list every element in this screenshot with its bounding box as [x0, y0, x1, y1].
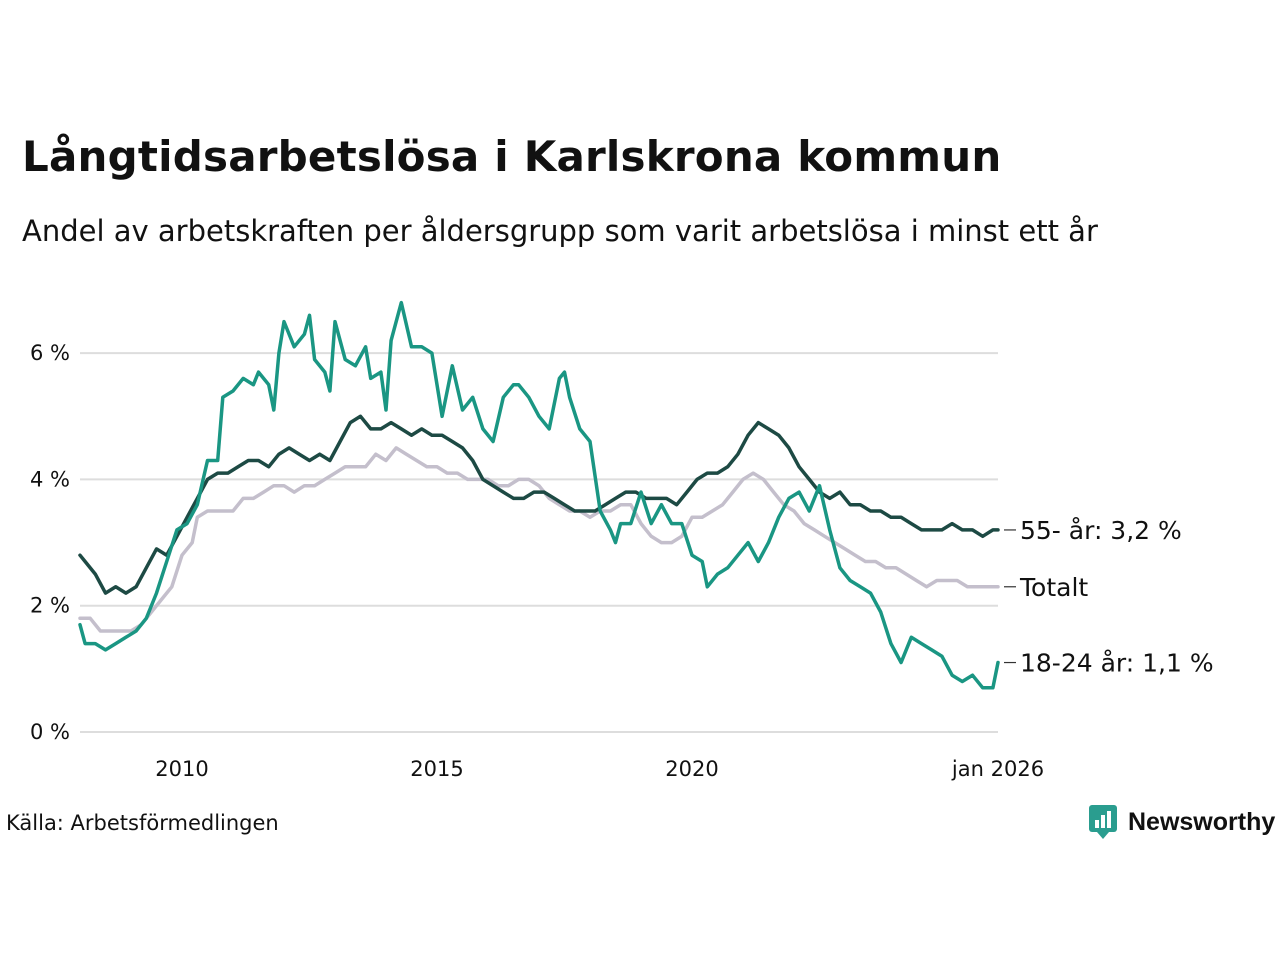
series-line [78, 414, 1000, 595]
y-tick-label: 6 % [30, 341, 70, 365]
y-tick-label: 2 % [30, 594, 70, 618]
newsworthy-logo-icon [1089, 805, 1117, 839]
y-tick-label: 4 % [30, 467, 70, 491]
x-tick-label: 2020 [665, 757, 718, 781]
x-tick-label: 2010 [155, 757, 208, 781]
series-end-label: Totalt [1019, 573, 1088, 602]
series-line [78, 300, 1000, 690]
series-line [78, 446, 1000, 633]
brand-name: Newsworthy [1128, 807, 1276, 836]
y-tick-label: 0 % [30, 720, 70, 744]
x-tick-label: 2015 [410, 757, 463, 781]
chart-subtitle: Andel av arbetskraften per åldersgrupp s… [22, 214, 1098, 248]
series-end-label: 18-24 år: 1,1 % [1020, 649, 1214, 678]
series-end-label: 55- år: 3,2 % [1020, 516, 1182, 545]
source-note: Källa: Arbetsförmedlingen [6, 811, 279, 835]
x-tick-label: jan 2026 [951, 757, 1044, 781]
brand-logo[interactable]: Newsworthy [1088, 804, 1275, 840]
chart-title: Långtidsarbetslösa i Karlskrona kommun [22, 132, 1002, 181]
